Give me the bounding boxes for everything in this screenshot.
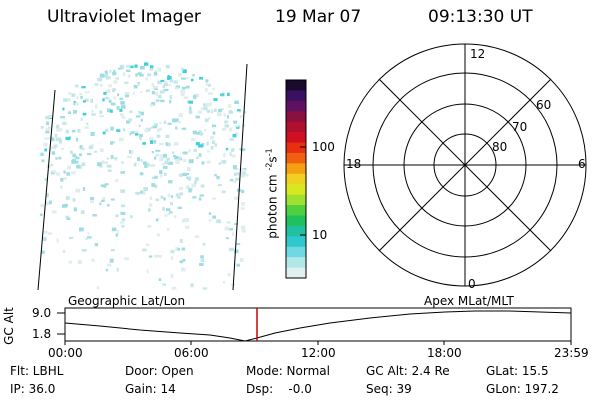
status-glat: GLat: 15.5 [486, 364, 549, 378]
date-label: 19 Mar 07 [275, 7, 362, 27]
status-filter: Flt: LBHL [10, 364, 64, 378]
colorbar-segment [286, 257, 306, 269]
timeline-x-ticks [64, 341, 572, 345]
status-mode: Mode: Normal [246, 364, 330, 378]
timeline-xtick-0000: 00:00 [48, 346, 83, 360]
polar-lat-80: 80 [492, 140, 508, 154]
polar-lat-60: 60 [536, 98, 552, 112]
colorbar-tick-100: 100 [312, 140, 335, 154]
timeline-left-label: Geographic Lat/Lon [68, 294, 186, 308]
colorbar-segment [286, 163, 306, 175]
time-label: 09:13:30 UT [428, 7, 533, 27]
polar-label-12: 12 [470, 47, 486, 61]
colorbar-frame [285, 79, 307, 279]
colorbar-segment [286, 90, 306, 102]
colorbar-tick-10: 10 [312, 228, 328, 242]
timeline-xtick-1200: 12:00 [301, 346, 336, 360]
status-dsp: Dsp: -0.0 [246, 382, 312, 396]
colorbar-segment [286, 246, 306, 258]
colorbar-segment [286, 132, 306, 144]
colorbar-segment [286, 225, 306, 237]
orbit-altitude-plot [57, 307, 572, 345]
colorbar-unit-label: photon cm -2s-1 [264, 148, 280, 239]
color-scale-bar [285, 79, 307, 279]
auroral-image [37, 62, 249, 291]
polar-label-18: 18 [346, 157, 362, 171]
polar-label-6: 6 [578, 157, 586, 171]
instrument-title: Ultraviolet Imager [47, 7, 201, 27]
timeline-xtick-2359: 23:59 [554, 346, 589, 360]
status-seq: Seq: 39 [366, 382, 412, 396]
colorbar-ticks [300, 146, 306, 236]
polar-label-0: 0 [468, 277, 476, 291]
colorbar-segment [286, 236, 306, 248]
polar-grid [343, 43, 587, 287]
timeline-ytick-9: 9.0 [32, 306, 52, 320]
polar-lat-70: 70 [512, 120, 528, 134]
colorbar-segment [286, 142, 306, 154]
timeline-axis-title: GC Alt [1, 307, 16, 345]
colorbar-segment [286, 173, 306, 185]
image-edge-right [232, 63, 248, 291]
status-glon: GLon: 197.2 [486, 382, 559, 396]
polar-diagonal-2 [378, 78, 552, 252]
auroral-emission-speckles [40, 62, 249, 290]
colorbar-segment [286, 100, 306, 112]
status-gc-alt: GC Alt: 2.4 Re [366, 364, 450, 378]
colorbar-segment [286, 184, 306, 196]
timeline-ytick-1-8: 1.8 [32, 327, 52, 341]
colorbar-segment [286, 215, 306, 227]
status-gain: Gain: 14 [125, 382, 176, 396]
altitude-curve [64, 310, 572, 342]
colorbar-segment [286, 152, 306, 164]
timeline-right-label: Apex MLat/MLT [424, 294, 514, 308]
colorbar-segment [286, 205, 306, 217]
colorbar-segment [286, 111, 306, 123]
colorbar-segment [286, 121, 306, 133]
status-door: Door: Open [125, 364, 194, 378]
colorbar-segment [286, 80, 306, 92]
colorbar-segment [286, 267, 306, 279]
colorbar-segment [286, 194, 306, 206]
timeline-xtick-1800: 18:00 [427, 346, 462, 360]
image-edge-left [37, 89, 56, 291]
timeline-xtick-0600: 06:00 [174, 346, 209, 360]
status-ip: IP: 36.0 [10, 382, 56, 396]
